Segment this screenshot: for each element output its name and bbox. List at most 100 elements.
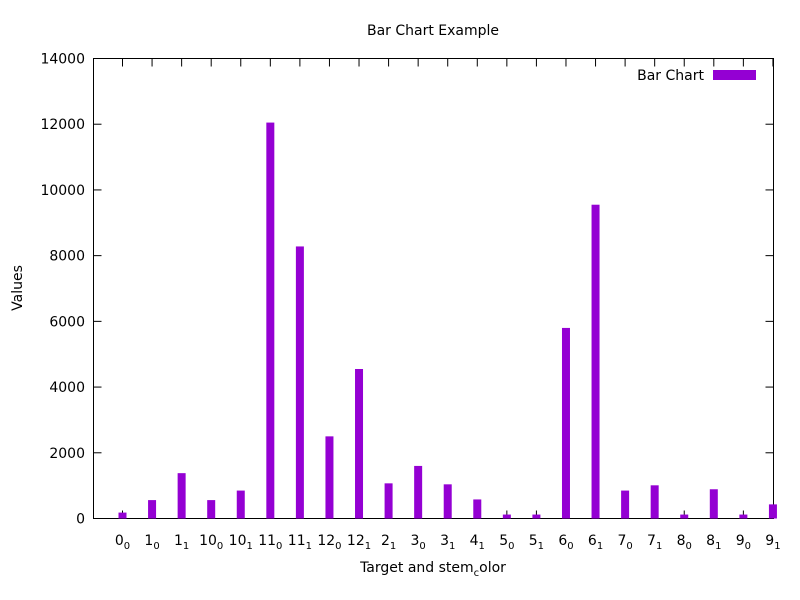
bar xyxy=(768,504,777,519)
bar xyxy=(177,473,186,519)
x-tick-label-sub: 1 xyxy=(183,541,189,552)
x-tick-label-base: 7 xyxy=(617,533,626,549)
x-tick-label-sub: 1 xyxy=(774,541,780,552)
x-tick-label-base: 10 xyxy=(199,533,217,549)
bar xyxy=(709,489,718,519)
legend-label: Bar Chart xyxy=(637,68,704,84)
x-tick-label: 41 xyxy=(470,533,485,552)
x-tick-label: 00 xyxy=(115,533,130,552)
y-tick-label: 14000 xyxy=(40,52,85,68)
x-tick-label-sub: 1 xyxy=(306,541,312,552)
x-tick-label-sub: 0 xyxy=(745,541,751,552)
legend: Bar Chart xyxy=(637,68,756,84)
x-tick-label-sub: 0 xyxy=(276,541,282,552)
bar xyxy=(650,485,659,519)
bar xyxy=(502,514,511,519)
x-tick-label-sub: 0 xyxy=(335,541,341,552)
x-axis-label: Target and stemcolor xyxy=(359,560,506,579)
x-axis-label-main: Target and stem xyxy=(359,560,474,576)
y-tick-label: 4000 xyxy=(49,380,85,396)
x-tick-label-base: 8 xyxy=(677,533,686,549)
y-axis-label: Values xyxy=(10,265,26,311)
y-tick-label: 10000 xyxy=(40,183,85,199)
bar xyxy=(621,490,630,519)
bar xyxy=(295,246,304,519)
bar xyxy=(680,514,689,519)
x-tick-label-base: 1 xyxy=(144,533,153,549)
x-tick-label-sub: 1 xyxy=(715,541,721,552)
y-tick-label: 2000 xyxy=(49,446,85,462)
x-tick-label-base: 12 xyxy=(317,533,335,549)
chart-title: Bar Chart Example xyxy=(367,23,499,39)
x-tick-label-base: 7 xyxy=(647,533,656,549)
x-tick-label-sub: 0 xyxy=(508,541,514,552)
x-tick-label-base: 10 xyxy=(229,533,247,549)
x-axis-label-rest: olor xyxy=(479,560,506,576)
bar xyxy=(473,499,482,519)
x-tick-label-base: 6 xyxy=(588,533,597,549)
x-tick-label-sub: 0 xyxy=(153,541,159,552)
x-tick-label-base: 0 xyxy=(115,533,124,549)
x-tick-label-sub: 0 xyxy=(686,541,692,552)
x-tick-label: 11 xyxy=(174,533,189,552)
x-axis: 00 10 11 100 101 110 111 120 121 21 30 31 41 50 51 60 61… xyxy=(115,58,781,552)
x-tick-label-base: 2 xyxy=(381,533,390,549)
x-tick-label-base: 1 xyxy=(174,533,183,549)
bar xyxy=(739,514,748,519)
x-tick-label-sub: 1 xyxy=(479,541,485,552)
bars xyxy=(118,122,777,519)
x-tick-label-sub: 1 xyxy=(390,541,396,552)
bar xyxy=(532,514,541,519)
x-tick-label: 120 xyxy=(317,533,341,552)
x-tick-label-sub: 1 xyxy=(246,541,252,552)
x-tick-label: 60 xyxy=(558,533,573,552)
x-tick-label-base: 5 xyxy=(529,533,538,549)
bar xyxy=(325,436,334,519)
bar xyxy=(414,465,423,519)
x-tick-label: 101 xyxy=(229,533,253,552)
x-tick-label-base: 6 xyxy=(558,533,567,549)
bar xyxy=(266,122,275,519)
x-tick-label: 80 xyxy=(677,533,692,552)
x-tick-label: 21 xyxy=(381,533,396,552)
y-tick-label: 8000 xyxy=(49,249,85,265)
x-tick-label: 10 xyxy=(144,533,159,552)
x-tick-label-base: 4 xyxy=(470,533,479,549)
bar xyxy=(148,500,157,519)
x-tick-label: 111 xyxy=(288,533,312,552)
x-tick-label: 71 xyxy=(647,533,662,552)
bar xyxy=(384,483,393,519)
x-tick-label: 110 xyxy=(258,533,282,552)
x-tick-label-base: 8 xyxy=(706,533,715,549)
x-tick-label: 31 xyxy=(440,533,455,552)
x-tick-label-base: 9 xyxy=(765,533,774,549)
bar xyxy=(236,490,245,519)
x-axis-label-sub: c xyxy=(474,568,480,579)
x-tick-label-base: 5 xyxy=(499,533,508,549)
x-tick-label: 50 xyxy=(499,533,514,552)
x-tick-label-sub: 0 xyxy=(419,541,425,552)
x-tick-label: 100 xyxy=(199,533,223,552)
bar xyxy=(443,484,452,519)
x-tick-label-base: 3 xyxy=(440,533,449,549)
x-tick-label-sub: 1 xyxy=(538,541,544,552)
x-tick-label: 51 xyxy=(529,533,544,552)
x-tick-label: 30 xyxy=(411,533,426,552)
x-tick-label-sub: 1 xyxy=(365,541,371,552)
x-tick-label-base: 11 xyxy=(258,533,276,549)
x-tick-label-sub: 0 xyxy=(626,541,632,552)
bar xyxy=(355,369,364,519)
x-tick-label: 70 xyxy=(617,533,632,552)
x-tick-label: 91 xyxy=(765,533,780,552)
y-axis: 0 2000 4000 6000 8000 10000 12000 14000 xyxy=(40,52,774,528)
x-tick-label: 121 xyxy=(347,533,371,552)
bar xyxy=(207,500,216,519)
x-tick-label-base: 11 xyxy=(288,533,306,549)
bar xyxy=(591,204,600,519)
plot-frame xyxy=(93,58,774,519)
x-tick-label: 81 xyxy=(706,533,721,552)
bar xyxy=(118,512,127,519)
y-tick-label: 6000 xyxy=(49,314,85,330)
x-tick-label-sub: 1 xyxy=(449,541,455,552)
